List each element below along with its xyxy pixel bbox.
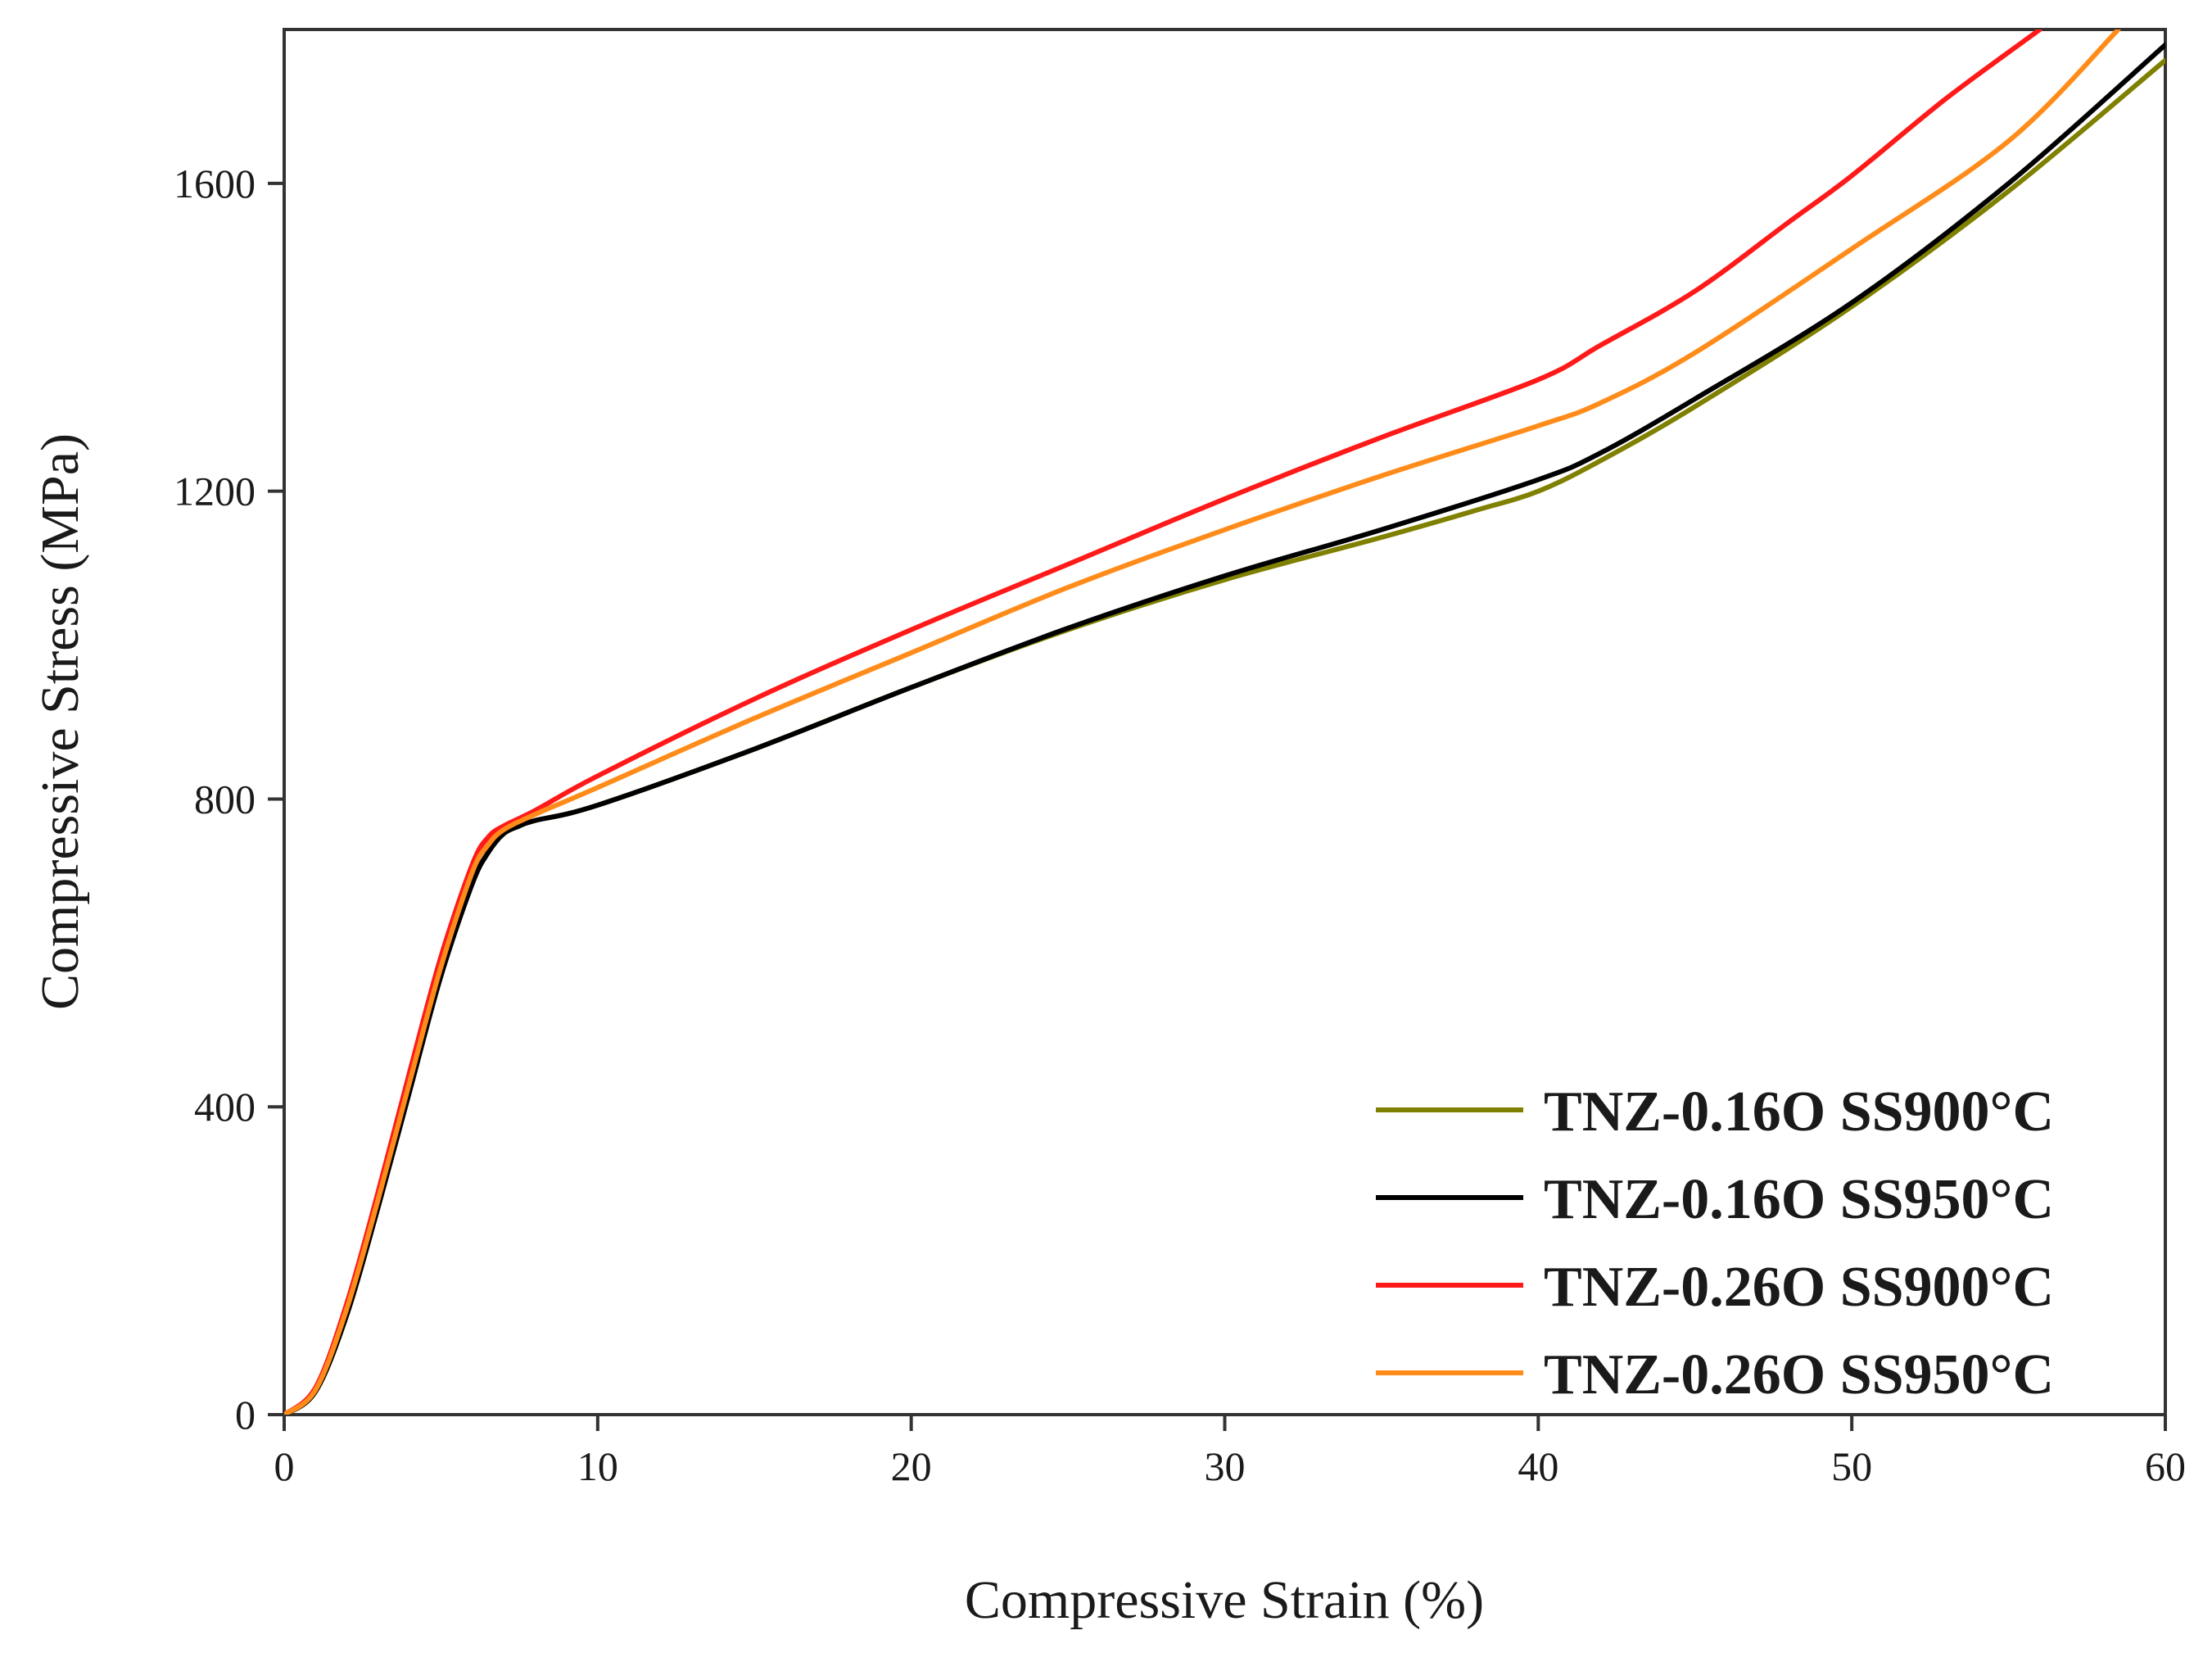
legend-label-4: TNZ-0.26O SS950°C bbox=[1544, 1343, 2054, 1406]
y-tick-label: 0 bbox=[235, 1392, 256, 1438]
legend: TNZ-0.16O SS900°C TNZ-0.16O SS950°C TNZ-0.… bbox=[1376, 1080, 2054, 1406]
x-axis-title: Compressive Strain (%) bbox=[965, 1570, 1484, 1630]
legend-label-1: TNZ-0.16O SS900°C bbox=[1544, 1080, 2054, 1144]
x-tick-label: 20 bbox=[891, 1443, 932, 1489]
x-tick-label: 10 bbox=[577, 1443, 618, 1489]
x-tick-label: 30 bbox=[1205, 1443, 1246, 1489]
y-tick-label: 800 bbox=[194, 776, 256, 822]
y-tick-label: 400 bbox=[194, 1084, 256, 1130]
x-tick-label: 0 bbox=[274, 1443, 295, 1489]
x-tick-label: 40 bbox=[1518, 1443, 1558, 1489]
y-tick-label: 1200 bbox=[174, 469, 256, 514]
x-axis: 0 10 20 30 40 50 60 bbox=[274, 1415, 2186, 1489]
legend-label-2: TNZ-0.16O SS950°C bbox=[1544, 1168, 2054, 1231]
series-layer bbox=[284, 29, 2165, 1415]
series-line-3 bbox=[284, 29, 2042, 1415]
y-axis: 0 400 800 1200 1600 bbox=[174, 161, 284, 1438]
legend-label-3: TNZ-0.26O SS900°C bbox=[1544, 1256, 2054, 1319]
x-tick-label: 50 bbox=[1831, 1443, 1872, 1489]
series-line-4 bbox=[284, 29, 2121, 1415]
y-axis-title: Compressive Stress (MPa) bbox=[30, 433, 90, 1010]
y-tick-label: 1600 bbox=[174, 161, 256, 206]
x-tick-label: 60 bbox=[2145, 1443, 2186, 1489]
